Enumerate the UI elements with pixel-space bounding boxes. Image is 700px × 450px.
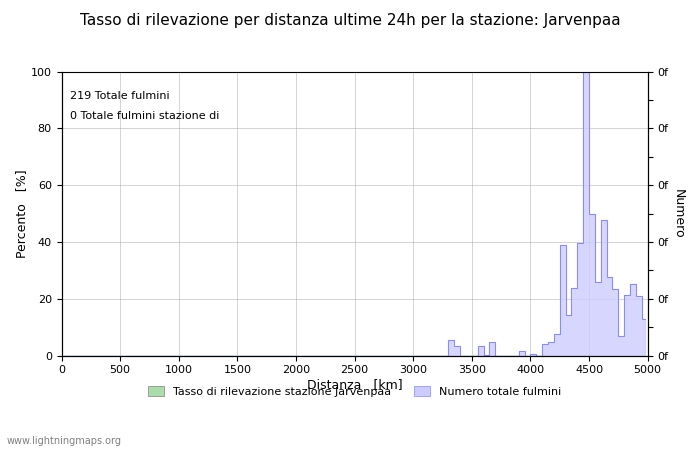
Legend: Tasso di rilevazione stazione Jarvenpaa, Numero totale fulmini: Tasso di rilevazione stazione Jarvenpaa,… (144, 382, 566, 401)
Y-axis label: Numero: Numero (672, 189, 685, 239)
Text: 219 Totale fulmini: 219 Totale fulmini (70, 91, 170, 101)
Text: Tasso di rilevazione per distanza ultime 24h per la stazione: Jarvenpaa: Tasso di rilevazione per distanza ultime… (80, 14, 620, 28)
X-axis label: Distanza   [km]: Distanza [km] (307, 378, 402, 391)
Y-axis label: Percento   [%]: Percento [%] (15, 169, 28, 258)
Text: 0 Totale fulmini stazione di: 0 Totale fulmini stazione di (70, 111, 220, 122)
Text: www.lightningmaps.org: www.lightningmaps.org (7, 436, 122, 446)
